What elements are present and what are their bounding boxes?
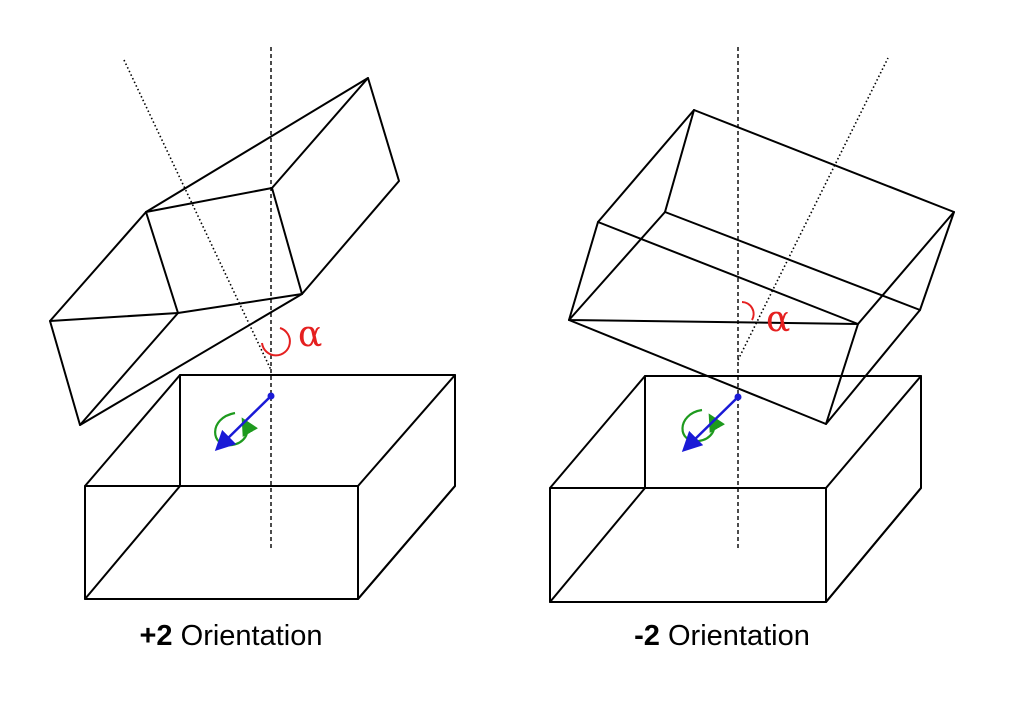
alpha-arc-right <box>741 301 755 321</box>
upper-box-left <box>49 77 400 426</box>
lower-box-right <box>549 375 922 603</box>
vector-origin-right <box>734 393 742 401</box>
caption-sign: +2 <box>139 620 173 652</box>
caption-plus-2: +2 Orientation <box>31 620 431 653</box>
tilted-axis-left <box>123 59 272 371</box>
alpha-label-left: α <box>298 314 322 355</box>
caption-minus-2: -2 Orientation <box>522 620 922 653</box>
direction-vector-left <box>214 395 272 451</box>
lower-box-left <box>84 374 456 600</box>
rotation-arrow-left <box>214 411 259 447</box>
caption-sign: -2 <box>634 620 660 652</box>
panel-plus-2: α <box>49 47 456 600</box>
vector-origin-left <box>267 392 275 400</box>
caption-word: Orientation <box>180 620 323 652</box>
caption-word: Orientation <box>668 620 810 652</box>
tilted-axis-right <box>737 57 889 361</box>
alpha-label-right: α <box>766 299 790 340</box>
direction-vector-right <box>681 396 739 452</box>
alpha-arc-left <box>261 327 291 357</box>
panel-minus-2: α <box>549 47 955 603</box>
